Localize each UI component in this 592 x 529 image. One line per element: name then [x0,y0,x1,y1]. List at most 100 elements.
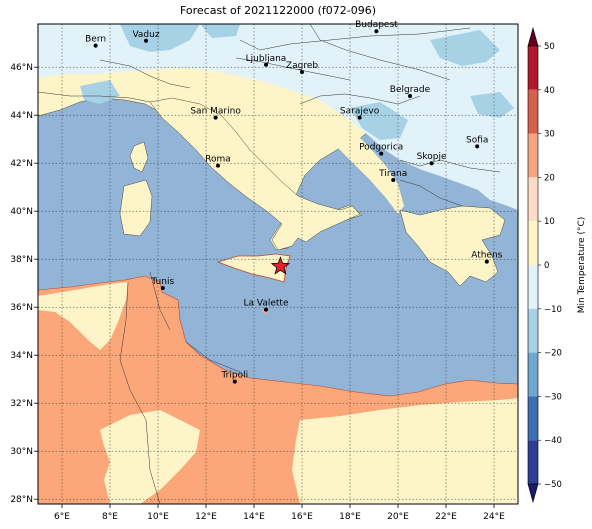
lat-tick-label: 40°N [10,207,33,217]
colorbar-tick-label: 20 [544,173,555,183]
colorbar-tick-label: −30 [544,392,562,402]
city-dot [475,144,480,149]
colorbar-bottom-extend [527,483,539,504]
city-dot [379,151,384,156]
colorbar-label: Min Temperature (°C) [577,217,587,314]
lat-tick-label: 34°N [10,351,33,361]
colorbar-segment [528,177,538,222]
city-dot [232,379,237,384]
europe-very-cold-6 [200,24,240,38]
city-dot [484,259,489,264]
city-label: Roma [205,155,231,165]
lat-tick-label: 28°N [10,495,33,505]
colorbar-segment [528,89,538,134]
europe-very-cold-2 [430,30,500,66]
africa-land-warm-south [100,410,200,504]
city-label: Skopje [417,152,447,162]
city-dot [213,115,218,120]
city-dot [144,38,148,43]
axis-ticks: 6°E 8°E 10°E 12°E 14°E 16°E 18°E 20°E 22°E 24°E 28… [10,63,505,522]
city-label: La Valette [244,299,289,309]
country-borders [38,24,501,504]
colorbar-tick-label: 10 [544,217,555,227]
colorbar-tick-label: −50 [544,480,562,490]
lat-tick-label: 42°N [10,159,33,169]
colorbar-segment [528,221,538,265]
colorbar-segment [528,46,538,90]
lon-tick-label: 20°E [387,512,409,522]
city-dot [300,70,304,74]
sardinia-land [119,179,153,237]
africa-land-warm-west [38,282,128,350]
lon-tick-label: 18°E [339,512,361,522]
balkan-coast-warm [300,104,404,214]
city-label: San Marino [190,107,241,117]
italy-land [149,97,361,251]
colorbar-segment [528,308,538,353]
city-dot [374,29,379,34]
graticule [38,24,518,504]
city-label: Sofia [466,135,488,145]
europe-very-cold-1 [120,24,200,52]
city-dot [408,94,412,98]
lon-tick-label: 22°E [435,512,457,522]
lon-tick-label: 16°E [291,512,313,522]
lat-tick-label: 46°N [10,63,33,73]
colorbar-tick-label: −10 [544,305,562,315]
city-label: Tirana [378,169,407,179]
lat-tick-label: 32°N [10,399,33,409]
city-label: Vaduz [132,30,159,40]
colorbar-tick-label: −20 [544,349,562,359]
city-label: Podgorica [359,143,403,153]
location-star [270,256,291,275]
lon-tick-label: 14°E [243,512,265,522]
europe-very-cold-5 [470,92,514,118]
colorbar-top-extend [527,26,539,47]
colorbar-segment [528,133,538,178]
africa-land-warm-se [292,398,518,504]
sicily-land [216,253,291,283]
city-label: Belgrade [390,85,431,95]
city-label: Athens [471,251,502,261]
lat-tick-label: 38°N [10,255,33,265]
colorbar-segment [528,352,538,397]
lat-tick-label: 30°N [10,447,33,457]
city-dot [160,286,165,290]
city-label: Tripoli [220,371,248,381]
lat-tick-label: 44°N [10,111,33,121]
city-label: Sarajevo [340,107,380,117]
map-title: Forecast of 2021122000 (f072-096) [179,4,377,17]
city-dot [216,163,220,168]
city-dot [264,307,268,312]
colorbar-segment [528,265,538,309]
colorbar-tick-label: 40 [544,86,555,96]
corsica-land [129,141,149,173]
city-dot [357,115,362,120]
city-dot [391,178,396,182]
map-frame [37,23,519,505]
lon-tick-label: 10°E [147,512,169,522]
lon-tick-label: 12°E [195,512,217,522]
city-dot [264,62,268,67]
lon-tick-label: 8°E [102,512,118,522]
colorbar-segment [528,440,538,484]
colorbar-tick-label: 30 [544,130,555,140]
lon-tick-label: 24°E [483,512,505,522]
city-label: Zagreb [286,61,318,71]
colorbar-tick-label: −40 [544,436,562,446]
europe-very-cold-3 [350,102,408,140]
city-label: Tunis [150,277,174,287]
colorbar-segment [528,396,538,441]
city-dot [93,43,98,48]
city-label: Budapest [355,20,398,30]
location-star-icon [270,256,291,275]
colorbar: 50 40 30 20 10 0 −10 −20 −30 −40 −50 Min Temperatur… [527,26,587,504]
lat-tick-label: 36°N [10,303,33,313]
colorbar-tick-label: 50 [544,42,555,52]
lon-tick-label: 6°E [54,512,70,522]
colorbar-tick-label: 0 [544,261,549,271]
city-dot [429,161,434,166]
city-label: Bern [85,35,106,45]
